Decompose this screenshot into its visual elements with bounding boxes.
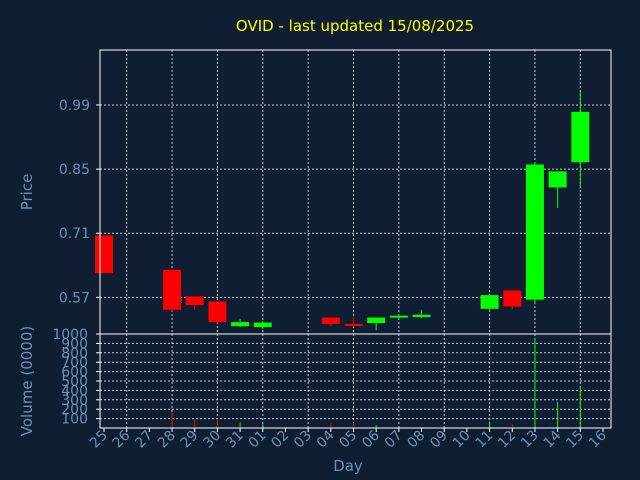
price-tick-label: 0.71	[59, 226, 90, 242]
x-axis-ticks: 2526272829303101020304050607080910111213…	[87, 427, 610, 451]
x-tick-label: 28	[155, 428, 179, 452]
x-tick-label: 09	[427, 428, 451, 452]
volume-tick-label: 100	[61, 412, 88, 428]
volume-tick-label: 700	[61, 355, 88, 371]
volume-bars-layer	[171, 337, 581, 428]
candle-body	[344, 323, 363, 326]
x-tick-label: 07	[382, 428, 406, 452]
volume-tick-label: 300	[61, 393, 88, 409]
x-tick-label: 11	[472, 428, 496, 452]
x-tick-label: 08	[404, 428, 428, 452]
candle-body	[571, 111, 590, 163]
x-tick-label: 29	[178, 428, 202, 452]
volume-tick-label: 1000	[52, 327, 88, 343]
candle-body	[503, 290, 522, 307]
x-tick-label: 10	[450, 428, 474, 452]
x-tick-label: 05	[336, 428, 360, 452]
candle-body	[253, 322, 272, 328]
x-tick-label: 15	[563, 428, 587, 452]
candle-body	[412, 314, 431, 318]
candle-body	[548, 171, 567, 188]
candle-body	[480, 295, 499, 309]
volume-tick-label: 800	[61, 346, 88, 362]
x-tick-label: 04	[314, 427, 338, 451]
volume-grid	[100, 333, 611, 428]
x-tick-label: 26	[110, 427, 134, 451]
price-tick-label: 0.57	[59, 290, 90, 306]
volume-tick-label: 200	[61, 402, 88, 418]
candles-layer	[95, 91, 590, 331]
x-tick-label: 31	[223, 428, 247, 452]
price-axis-ticks: 0.57 0.71 0.85 0.99	[59, 98, 100, 306]
candle-body	[185, 296, 204, 306]
x-tick-label: 06	[359, 427, 383, 451]
x-tick-label: 25	[87, 428, 111, 452]
x-axis-label: Day	[333, 457, 363, 475]
candle-body	[525, 164, 544, 300]
x-tick-label: 13	[518, 428, 542, 452]
volume-tick-label: 400	[61, 383, 88, 399]
price-tick-label: 0.85	[59, 162, 90, 178]
x-tick-label: 27	[132, 428, 156, 452]
x-tick-label: 02	[268, 428, 292, 452]
x-tick-label: 03	[291, 428, 315, 452]
candle-body	[389, 315, 408, 318]
volume-tick-label: 500	[61, 374, 88, 390]
chart-title: OVID - last updated 15/08/2025	[236, 17, 474, 35]
candle-body	[367, 317, 386, 324]
candle-body	[231, 322, 250, 327]
candle-body	[163, 269, 182, 310]
price-axis-label: Price	[18, 174, 36, 211]
x-tick-label: 14	[541, 427, 565, 451]
volume-tick-label: 900	[61, 336, 88, 352]
price-tick-label: 0.99	[59, 98, 90, 114]
x-tick-label: 01	[246, 428, 270, 452]
x-tick-label: 16	[586, 427, 610, 451]
volume-tick-label: 600	[61, 365, 88, 381]
x-tick-label: 12	[495, 428, 519, 452]
x-tick-label: 30	[200, 428, 224, 452]
candle-body	[208, 301, 227, 323]
candle-body	[95, 235, 113, 274]
candle-body	[321, 317, 340, 324]
volume-axis-label: Volume (0000)	[18, 326, 36, 436]
